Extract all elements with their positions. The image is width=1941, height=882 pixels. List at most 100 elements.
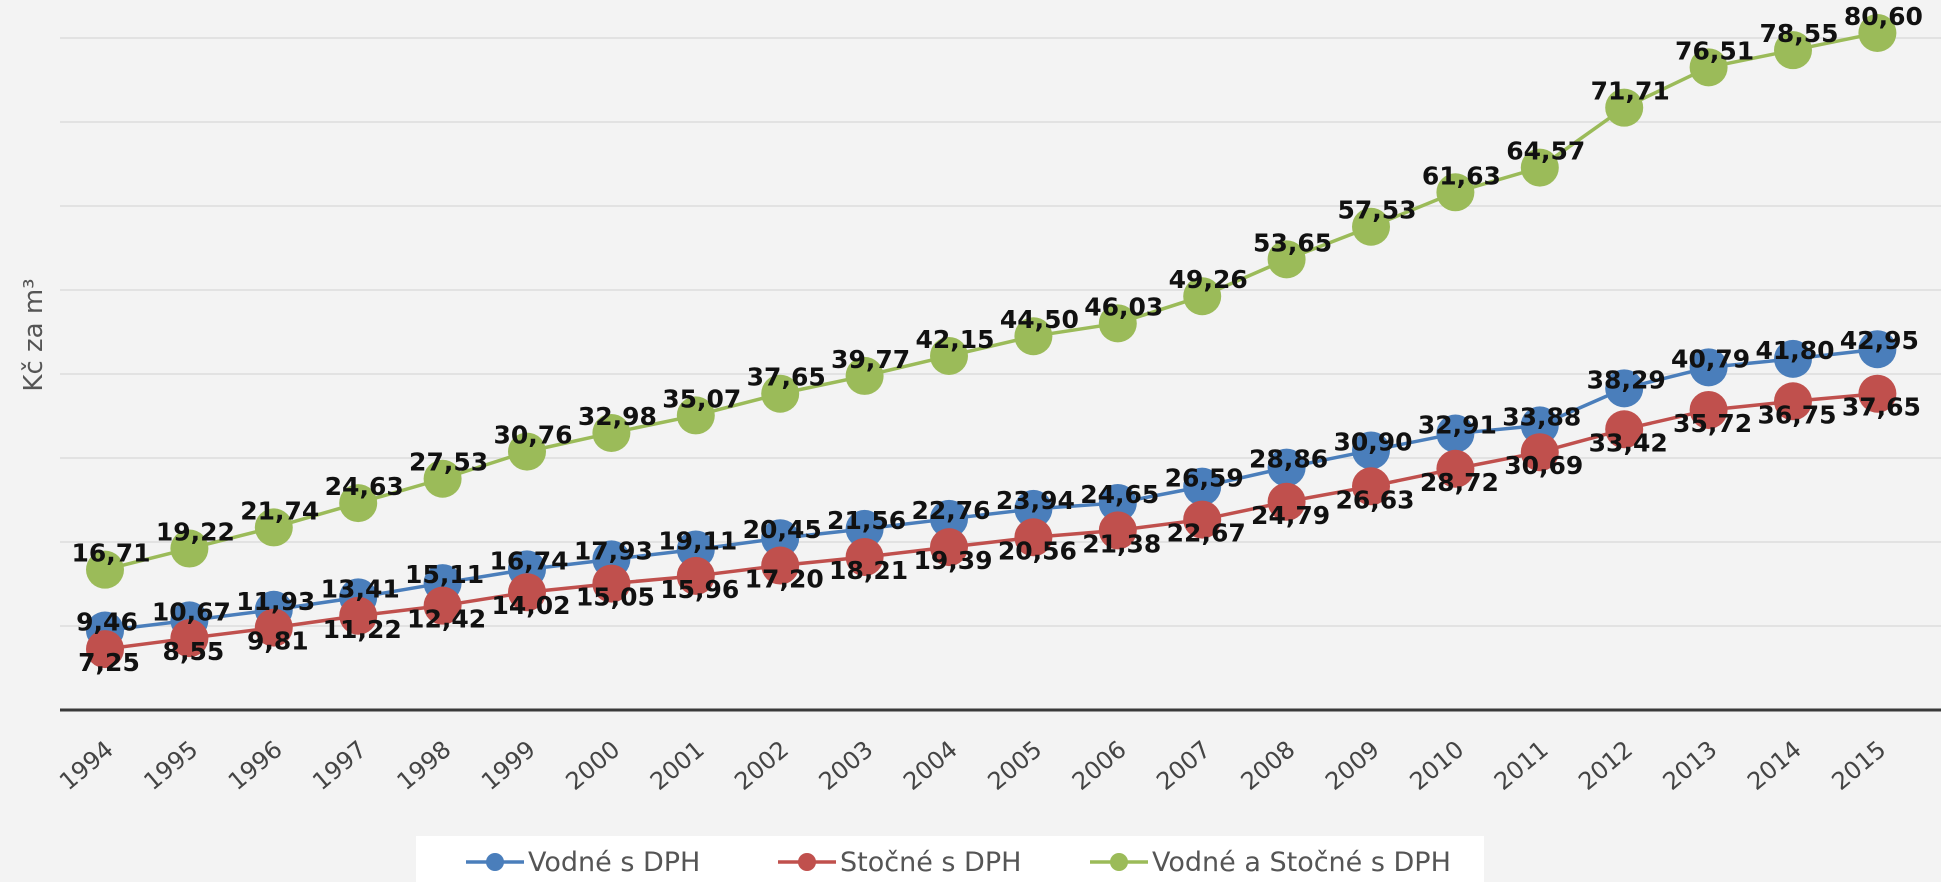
data-point	[1774, 31, 1812, 70]
data-label: 24,79	[1251, 501, 1330, 530]
x-tick-label: 1996	[223, 735, 288, 796]
data-point	[1689, 48, 1728, 87]
data-label: 18,21	[829, 556, 908, 585]
x-tick-label: 2007	[1151, 735, 1216, 796]
data-label: 13,41	[321, 574, 400, 603]
y-axis-label: Kč za m³	[19, 278, 49, 391]
data-label: 22,67	[1167, 519, 1246, 548]
data-point	[1774, 339, 1812, 378]
x-tick-labels: 1994 1995 1996 1997 1998 1999 2000 2001 2002 2003…	[54, 735, 1891, 796]
data-label: 28,72	[1420, 468, 1499, 497]
data-label: 9,81	[247, 627, 309, 656]
data-point	[1014, 317, 1053, 356]
data-point	[1352, 207, 1390, 246]
data-label: 21,74	[240, 496, 319, 525]
data-label: 76,51	[1675, 36, 1754, 65]
legend-marker	[798, 853, 816, 871]
data-point	[676, 530, 715, 569]
data-label: 71,71	[1591, 77, 1670, 106]
data-label: 38,29	[1587, 365, 1666, 394]
data-point	[1689, 390, 1728, 429]
data-label: 16,71	[71, 539, 150, 568]
data-point	[1267, 482, 1306, 521]
data-label: 33,88	[1502, 402, 1581, 431]
data-point	[845, 509, 884, 548]
data-point	[761, 546, 800, 585]
data-point	[930, 499, 968, 538]
x-tick-label: 2015	[1826, 735, 1891, 796]
data-label: 35,72	[1673, 409, 1752, 438]
x-tick-label: 2003	[814, 735, 879, 796]
data-label: 78,55	[1759, 19, 1838, 48]
x-tick-label: 2006	[1067, 735, 1132, 796]
data-label: 14,02	[491, 591, 570, 620]
data-label: 61,63	[1422, 161, 1501, 190]
data-point	[1436, 449, 1475, 488]
x-tick-label: 1999	[476, 735, 541, 796]
data-label: 9,46	[76, 608, 138, 637]
data-point	[86, 630, 124, 669]
data-point	[592, 413, 631, 452]
data-label: 49,26	[1169, 265, 1248, 294]
data-label: 30,69	[1504, 451, 1583, 480]
data-label: 21,38	[1082, 529, 1161, 558]
data-point	[254, 508, 293, 547]
data-point	[170, 619, 209, 658]
data-point	[1267, 448, 1306, 487]
data-point	[676, 556, 715, 595]
data-labels-layer: 9,46 10,67 11,93 13,41 15,11 16,74 17,93 19,11 2…	[71, 2, 1922, 677]
data-label: 22,76	[911, 496, 990, 525]
x-tick-label: 1995	[138, 735, 203, 796]
legend: Vodné s DPH Stočné s DPH Vodné a Stočné s …	[416, 836, 1484, 882]
x-tick-label: 2014	[1742, 735, 1807, 796]
data-point	[254, 608, 293, 647]
legend-label: Vodné a Stočné s DPH	[1152, 847, 1451, 878]
x-tick-label: 2008	[1236, 735, 1301, 796]
data-label: 20,56	[998, 536, 1077, 565]
data-label: 42,15	[915, 325, 994, 354]
data-point	[170, 529, 209, 568]
data-label: 15,05	[576, 583, 655, 612]
data-point	[423, 586, 462, 625]
series-layer	[86, 13, 1897, 669]
data-point	[1436, 414, 1475, 453]
data-label: 80,60	[1844, 2, 1923, 31]
data-point	[423, 459, 462, 498]
data-point	[508, 432, 546, 471]
data-label: 24,65	[1080, 480, 1159, 509]
data-label: 12,42	[407, 605, 486, 634]
data-label: 15,11	[405, 560, 484, 589]
data-label: 19,39	[913, 546, 992, 575]
data-point	[1267, 240, 1306, 279]
data-label: 33,42	[1589, 428, 1668, 457]
data-label: 57,53	[1337, 196, 1416, 225]
x-tick-label: 2011	[1489, 735, 1554, 796]
data-label: 28,86	[1249, 445, 1328, 474]
data-label: 44,50	[1000, 305, 1079, 334]
data-point	[1520, 406, 1559, 445]
legend-label: Stočné s DPH	[840, 847, 1021, 878]
data-point	[930, 336, 968, 375]
data-point	[339, 484, 378, 523]
legend-label: Vodné s DPH	[528, 847, 700, 878]
series-line	[104, 347, 1878, 633]
data-label: 32,91	[1418, 411, 1497, 440]
data-point	[339, 596, 378, 635]
data-label: 39,77	[831, 345, 910, 374]
series-line	[104, 391, 1878, 651]
data-point	[1352, 467, 1390, 506]
x-tick-label: 2002	[729, 735, 794, 796]
data-point	[86, 550, 124, 589]
data-label: 46,03	[1084, 292, 1163, 321]
data-label: 36,75	[1757, 400, 1836, 429]
data-label: 30,76	[493, 421, 572, 450]
x-tick-label: 2010	[1404, 735, 1469, 796]
data-label: 16,74	[489, 546, 568, 575]
data-point	[1183, 500, 1222, 539]
data-label: 53,65	[1253, 228, 1332, 257]
x-tick-label: 2001	[645, 735, 710, 796]
x-tick-label: 2000	[560, 735, 625, 796]
data-label: 24,63	[325, 472, 404, 501]
